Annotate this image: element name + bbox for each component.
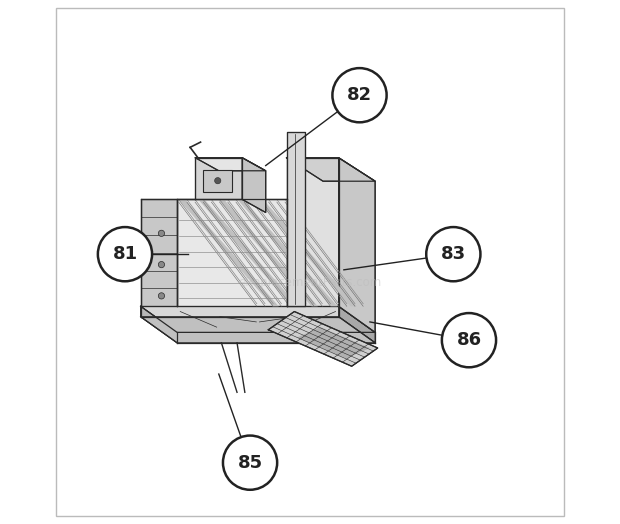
Polygon shape [339, 158, 375, 332]
Polygon shape [141, 316, 375, 343]
Bar [203, 170, 232, 192]
Text: 86: 86 [456, 331, 482, 349]
Polygon shape [286, 132, 305, 307]
Text: eReplacementParts.com: eReplacementParts.com [238, 276, 382, 289]
Polygon shape [141, 200, 177, 307]
Polygon shape [286, 158, 375, 181]
Polygon shape [198, 200, 298, 307]
Polygon shape [257, 200, 357, 307]
Polygon shape [177, 200, 286, 307]
Polygon shape [286, 158, 339, 307]
Text: 81: 81 [112, 245, 138, 263]
Polygon shape [179, 200, 279, 307]
Text: 82: 82 [347, 86, 372, 104]
Circle shape [332, 68, 387, 122]
Polygon shape [141, 307, 177, 343]
Text: 83: 83 [441, 245, 466, 263]
Polygon shape [195, 158, 266, 171]
Polygon shape [141, 307, 375, 332]
Circle shape [442, 313, 496, 367]
Polygon shape [195, 158, 242, 200]
Circle shape [158, 293, 164, 299]
Circle shape [158, 230, 164, 236]
Circle shape [426, 227, 481, 281]
Circle shape [215, 178, 221, 184]
Polygon shape [242, 158, 266, 213]
Polygon shape [237, 200, 337, 307]
Polygon shape [297, 327, 370, 358]
Polygon shape [339, 307, 375, 343]
Circle shape [98, 227, 152, 281]
Polygon shape [268, 311, 378, 366]
Circle shape [223, 435, 277, 490]
Text: 85: 85 [237, 454, 263, 472]
Polygon shape [218, 200, 318, 307]
Circle shape [158, 261, 164, 268]
